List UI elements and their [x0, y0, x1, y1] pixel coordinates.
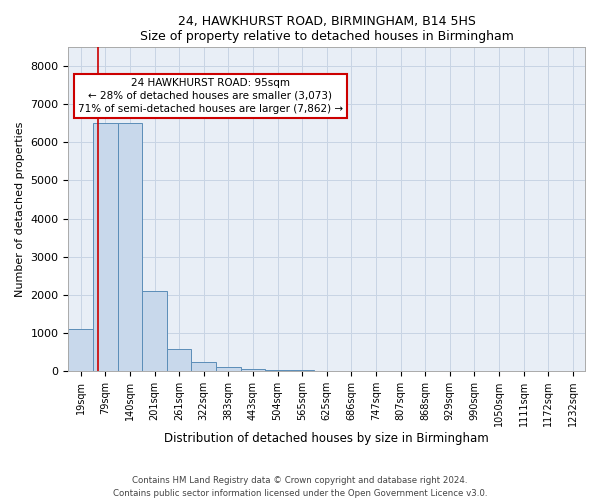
Bar: [265, 370, 290, 371]
Bar: [142, 291, 167, 371]
Bar: [191, 362, 216, 371]
Bar: [68, 330, 93, 371]
Bar: [118, 123, 142, 371]
Y-axis label: Number of detached properties: Number of detached properties: [15, 122, 25, 297]
X-axis label: Distribution of detached houses by size in Birmingham: Distribution of detached houses by size …: [164, 432, 489, 445]
Bar: [216, 366, 241, 371]
Bar: [290, 370, 314, 371]
Text: 24 HAWKHURST ROAD: 95sqm
← 28% of detached houses are smaller (3,073)
71% of sem: 24 HAWKHURST ROAD: 95sqm ← 28% of detach…: [78, 78, 343, 114]
Bar: [93, 123, 118, 371]
Title: 24, HAWKHURST ROAD, BIRMINGHAM, B14 5HS
Size of property relative to detached ho: 24, HAWKHURST ROAD, BIRMINGHAM, B14 5HS …: [140, 15, 514, 43]
Text: Contains HM Land Registry data © Crown copyright and database right 2024.
Contai: Contains HM Land Registry data © Crown c…: [113, 476, 487, 498]
Bar: [241, 368, 265, 371]
Bar: [167, 349, 191, 371]
